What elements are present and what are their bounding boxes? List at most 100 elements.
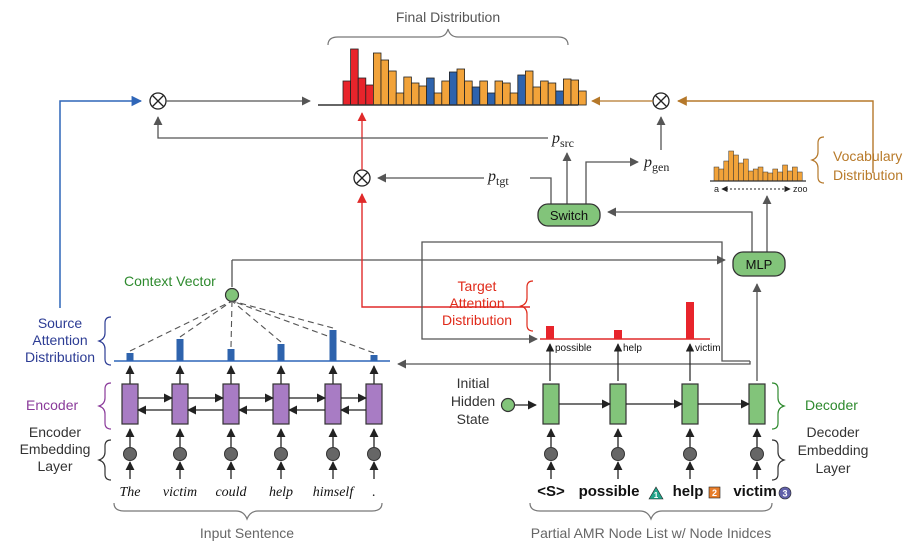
source-attention-bars [126, 330, 378, 361]
target-attention-bar [546, 326, 554, 339]
vocab-bar [733, 154, 739, 182]
source-attention-line [59, 95, 143, 308]
decoder-embedding-label: Decoder Embedding Layer [798, 424, 869, 476]
source-attention-label: Source Attention Distribution [25, 315, 95, 365]
final-distribution-bar [570, 79, 579, 106]
decoder-cell [681, 383, 699, 425]
target-attention-word: possible [555, 343, 592, 354]
vocab-bar [728, 150, 734, 182]
encoder-cell [222, 383, 240, 425]
final-distribution-bar [479, 80, 488, 106]
attention-dash-line [230, 300, 233, 348]
decoder-to-target-attention-line [421, 241, 750, 362]
encoder-embedding-node [274, 447, 288, 461]
source-token: could [215, 485, 247, 500]
decoder-brace [771, 382, 786, 430]
input-sentence-caption: Input Sentence [200, 525, 294, 541]
attention-dash-line [179, 300, 233, 338]
multiply-vocab-icon [652, 92, 670, 110]
decoder-cells: <S> possible help victim 1 2 3 [537, 383, 792, 500]
encoder-cells: The victim could help himself. [120, 365, 383, 500]
source-attention-brace [97, 316, 112, 366]
final-distribution-bar [395, 92, 405, 106]
final-distribution-bar [464, 80, 473, 106]
final-distribution-bar [563, 78, 572, 106]
decoder-embedding-brace [771, 439, 786, 481]
source-attention-bar [227, 349, 235, 361]
target-attention-brace [519, 280, 534, 332]
final-distribution-bar [456, 68, 465, 106]
final-distribution-bar [509, 92, 519, 106]
decoder-embedding-node [750, 447, 764, 461]
final-distribution-bar [525, 70, 534, 106]
source-token: . [372, 485, 376, 500]
multiply-source-icon [149, 92, 167, 110]
vocab-bar [787, 170, 793, 182]
final-distribution-bar [365, 84, 374, 106]
encoder-embedding-label: Encoder Embedding Layer [20, 424, 91, 474]
source-attention-bar [176, 339, 184, 361]
mlp-to-switch-line [607, 207, 753, 252]
final-distribution-bar [555, 90, 564, 106]
vocab-distribution-label: Vocabulary Distribution [833, 148, 903, 183]
final-distribution-bar [403, 76, 412, 106]
final-distribution-bar [350, 48, 359, 106]
target-attention-bar [686, 302, 694, 339]
vocab-bar [723, 160, 729, 182]
vocab-bar [782, 164, 788, 182]
final-distribution-brace [327, 28, 569, 46]
encoder-embedding-node [326, 447, 340, 461]
final-distribution-bar [433, 92, 443, 106]
vocab-distribution-brace [810, 136, 825, 184]
source-token: himself [313, 485, 356, 500]
decoder-embedding-node [611, 447, 625, 461]
vocab-axis-end: zoo [793, 184, 808, 194]
final-distribution-bars [342, 48, 587, 106]
encoder-embedding-node [123, 447, 137, 461]
multiply-target-icon [353, 169, 371, 187]
attention-dash-line [129, 300, 233, 352]
switch-to-p-gen-line [585, 157, 639, 204]
vocab-bar [797, 171, 803, 182]
final-distribution-bar [517, 74, 526, 106]
p-src-label: psrc [551, 130, 574, 150]
source-attention-bar [126, 353, 134, 361]
vocab-bar [713, 166, 720, 182]
final-distribution-title: Final Distribution [396, 9, 500, 25]
context-vector-node [224, 287, 240, 303]
amr-node-token: victim [733, 483, 776, 500]
p-src-line [153, 116, 548, 139]
target-attention-word: help [623, 343, 642, 354]
node-index-badge: 3 [778, 486, 792, 500]
encoder-embedding-node [224, 447, 238, 461]
input-sentence-brace [113, 502, 383, 521]
final-distribution-bar [357, 77, 367, 106]
final-distribution-bar [532, 86, 541, 106]
vocab-bar [738, 162, 744, 182]
final-distribution-bar [471, 86, 481, 106]
node-index-badge: 2 [708, 486, 721, 499]
final-distribution-bar [540, 80, 549, 106]
amr-node-token: possible [579, 483, 640, 500]
partial-amr-brace [529, 502, 773, 521]
vocab-bar [772, 168, 778, 182]
decoder-embedding-node [544, 447, 558, 461]
decoder-label: Decoder [805, 397, 858, 413]
vocab-bar [748, 170, 754, 182]
node-index-square-icon [708, 486, 721, 499]
switch-label: Switch [550, 208, 588, 223]
final-distribution-bar [410, 82, 420, 106]
target-attention-label: Target Attention Distribution [442, 278, 512, 328]
encoder-cell [365, 383, 383, 425]
encoder-embedding-node [367, 447, 381, 461]
final-distribution-bar [486, 92, 496, 106]
node-index-number: 1 [654, 491, 659, 500]
vocab-bar [767, 172, 774, 182]
attention-dash-line [231, 300, 334, 329]
source-attention-bar [277, 344, 285, 361]
vocab-bar [792, 166, 798, 182]
context-vector-label: Context Vector [124, 273, 216, 289]
final-distribution-bar [448, 71, 458, 106]
mlp-box: MLP [732, 251, 786, 277]
